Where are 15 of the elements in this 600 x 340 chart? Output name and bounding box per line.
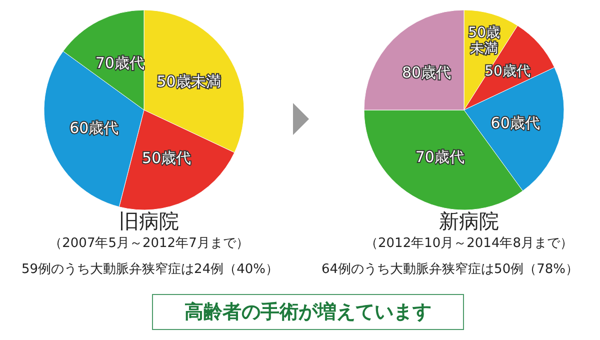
text: 64例のうち大動脈弁狭窄症は50例（78%） xyxy=(322,262,578,277)
text: 高齢者の手術が増えています xyxy=(152,294,464,330)
slice-label: 60歳代 xyxy=(70,118,119,137)
text: 59例のうち大動脈弁狭窄症は24例（40%） xyxy=(22,262,278,277)
slice-label: 50歳代 xyxy=(142,148,192,167)
slice-label: 60歳代 xyxy=(490,114,540,132)
slice-label: 50歳未満 xyxy=(468,24,500,57)
slice-label: 50歳未満 xyxy=(156,72,221,91)
text: 新病院 xyxy=(439,209,499,233)
text: （2012年10月～2014年8月まで） xyxy=(365,236,573,251)
slice-label: 70歳代 xyxy=(95,54,144,72)
slice-label: 70歳代 xyxy=(415,148,464,166)
text: （2007年5月～2012年7月まで） xyxy=(49,236,249,251)
slice-label: 80歳代 xyxy=(402,64,452,82)
text: 旧病院 xyxy=(119,209,179,233)
